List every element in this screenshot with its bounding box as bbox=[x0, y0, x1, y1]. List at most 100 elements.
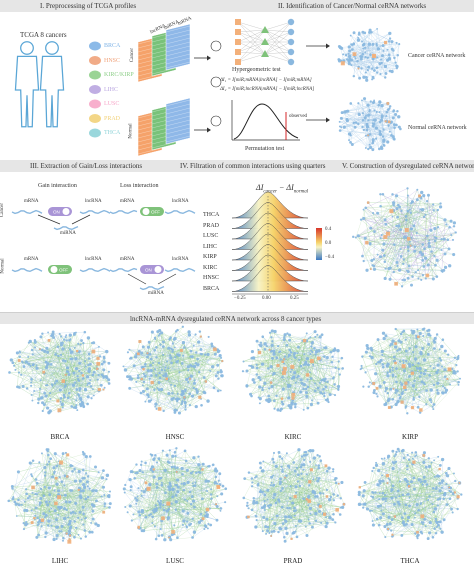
network-hnsc-node-mrna bbox=[197, 340, 201, 344]
network-lihc-node-mrna bbox=[108, 506, 111, 509]
network-lusc bbox=[122, 447, 228, 542]
network-brca-edge bbox=[11, 359, 63, 405]
network-lusc-edge bbox=[156, 510, 175, 526]
network-hnsc-node-mrna bbox=[181, 401, 184, 404]
network-brca-node-mrna bbox=[30, 381, 33, 384]
network-kirc-node-mrna bbox=[336, 349, 340, 353]
dysregulated-network-edge bbox=[406, 216, 450, 228]
network-lihc-edge bbox=[45, 472, 50, 522]
dysregulated-network-node-mrna bbox=[443, 252, 447, 256]
network-hnsc-edge bbox=[177, 329, 223, 362]
network-brca-node-mrna bbox=[65, 339, 68, 342]
network-kirp-node-mrna bbox=[418, 411, 422, 414]
network-lihc-node-mrna bbox=[26, 522, 29, 525]
network-brca-node-mrna bbox=[89, 379, 92, 382]
dysregulated-network-node-mrna bbox=[389, 266, 392, 269]
network-kirp-edge bbox=[384, 378, 461, 405]
network-lihc-node-lncrna bbox=[31, 485, 35, 490]
cancer-network-edge bbox=[359, 68, 362, 79]
network-hnsc-node-lncrna bbox=[198, 395, 202, 399]
network-hnsc-node-lncrna bbox=[140, 377, 143, 381]
network-hnsc-node-mrna bbox=[194, 333, 197, 336]
network-kirp-node-mrna bbox=[395, 380, 398, 384]
network-lusc-node-mrna bbox=[191, 482, 194, 485]
dysregulated-network-edge bbox=[370, 228, 442, 240]
loss-interaction-label: Loss interaction bbox=[120, 183, 159, 189]
network-hnsc-node-mrna bbox=[162, 409, 165, 413]
network-kirp-edge bbox=[396, 349, 440, 382]
dysregulated-network-node-mrna bbox=[383, 260, 387, 264]
hyper-edge bbox=[237, 31, 266, 55]
network-brca-node-mrna bbox=[18, 355, 21, 359]
dysregulated-network-edge bbox=[403, 249, 442, 265]
network-hnsc-node-mrna bbox=[202, 390, 206, 394]
network-lihc-edge bbox=[36, 490, 55, 538]
network-kirp-node-mrna bbox=[364, 371, 367, 374]
normal-network-edge bbox=[348, 101, 380, 141]
network-kirc-node-lncrna bbox=[269, 381, 273, 384]
cancer-network-node-mrna bbox=[380, 58, 383, 61]
cancer-network-node-mrna bbox=[380, 54, 384, 58]
network-kirc-node-mrna bbox=[306, 385, 310, 389]
network-kirc-node-mrna bbox=[288, 338, 292, 342]
network-hnsc-node-mrna bbox=[164, 366, 167, 369]
network-lihc-node-lncrna bbox=[33, 517, 36, 520]
network-lusc-node-mrna bbox=[183, 498, 187, 501]
network-lihc-edge bbox=[26, 487, 34, 511]
cancer-network-node-mrna bbox=[376, 27, 379, 30]
network-kirp-edge bbox=[433, 382, 459, 410]
network-lihc-node-mrna bbox=[73, 520, 76, 523]
dysregulated-network-node-mrna bbox=[407, 264, 411, 268]
network-lihc-node-mrna bbox=[46, 449, 49, 453]
network-hnsc-node-mrna bbox=[194, 351, 198, 354]
network-kirp-edge bbox=[374, 358, 459, 391]
network-kirp-node-mrna bbox=[396, 400, 400, 404]
network-lihc-edge bbox=[74, 470, 104, 538]
network-hnsc-edge bbox=[172, 393, 176, 411]
cancer-network-node-mrna bbox=[358, 31, 361, 34]
network-brca-edge bbox=[40, 398, 60, 411]
dysregulated-network-node-mrna bbox=[442, 268, 446, 272]
network-kirp-node-mrna bbox=[427, 342, 431, 346]
network-lusc-node-mrna bbox=[129, 485, 133, 489]
hyper-edge bbox=[264, 21, 292, 43]
network-lihc-node-mrna bbox=[49, 457, 53, 461]
cancer-network-node-mrna bbox=[352, 74, 356, 78]
network-hnsc-node-mrna bbox=[170, 383, 173, 386]
network-kirc-node-mrna bbox=[296, 352, 299, 355]
network-kirp-node-mrna bbox=[389, 368, 392, 372]
normal-network-node-mrna bbox=[391, 135, 395, 139]
network-kirp-node-mrna bbox=[399, 332, 403, 336]
network-lihc-node-mrna bbox=[64, 500, 68, 504]
normal-network-edge bbox=[340, 130, 380, 135]
network-lihc-node-mrna bbox=[58, 476, 61, 479]
network-lusc-edge bbox=[182, 524, 193, 538]
network-kirc-node-mrna bbox=[321, 393, 324, 395]
network-lusc-node-mrna bbox=[171, 487, 175, 491]
network-brca-edge bbox=[59, 406, 72, 411]
cancer-network-edge bbox=[351, 60, 377, 68]
network-brca-node-mrna bbox=[21, 384, 25, 388]
network-hnsc-node-mrna bbox=[159, 343, 162, 346]
network-brca-node-mrna bbox=[72, 332, 76, 336]
network-kirc-node-mrna bbox=[303, 353, 306, 356]
dysregulated-network-node-mrna bbox=[427, 241, 431, 245]
network-kirp-edge bbox=[413, 383, 425, 398]
hyper-edge bbox=[237, 29, 266, 53]
gain-cancer-mrna-strand bbox=[11, 209, 43, 215]
normal-network-node-mrna bbox=[388, 107, 391, 110]
network-kirp-node-mrna bbox=[384, 390, 387, 393]
network-hnsc-node-mrna bbox=[171, 350, 174, 353]
normal-network-node-mrna bbox=[372, 122, 376, 126]
network-kirc-node-lncrna bbox=[280, 397, 284, 400]
loss-normal-mrna: mRNA bbox=[120, 257, 135, 262]
normal-network-node-mrna bbox=[378, 100, 382, 104]
cancer-network-node-mrna bbox=[396, 54, 400, 57]
dysregulated-network-node-mrna bbox=[420, 190, 424, 195]
network-lihc-node-mrna bbox=[48, 510, 51, 513]
network-brca-node-mrna bbox=[41, 409, 44, 413]
network-kirc-edge bbox=[280, 359, 329, 403]
network-hnsc-node-mrna bbox=[200, 403, 203, 407]
dysregulated-network-edge bbox=[407, 211, 419, 271]
normal-network-node-mrna bbox=[369, 100, 372, 103]
